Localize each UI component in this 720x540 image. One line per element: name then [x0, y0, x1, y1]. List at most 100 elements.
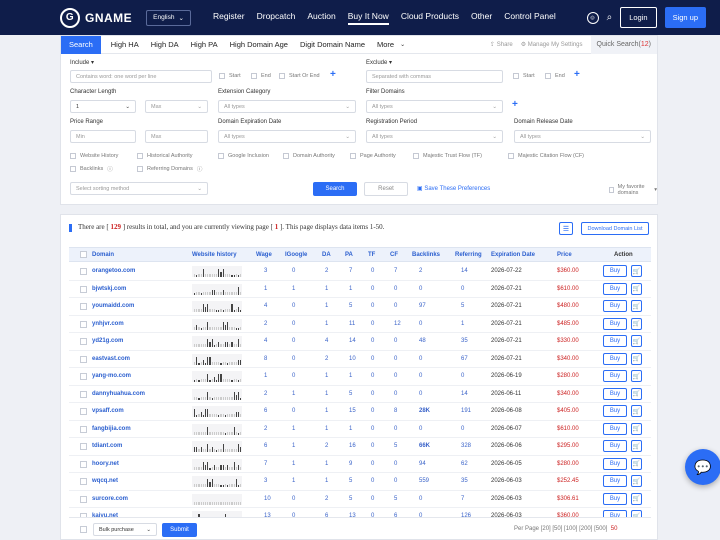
website-history-chart[interactable] [192, 388, 242, 400]
row-checkbox[interactable] [80, 320, 87, 328]
domain-link[interactable]: eastvast.com [92, 355, 131, 362]
tab-search[interactable]: Search [61, 35, 101, 54]
col-pa[interactable]: PA [345, 252, 353, 258]
cart-icon[interactable]: 🛒 [631, 440, 642, 452]
row-checkbox[interactable] [80, 303, 87, 310]
list-view-icon[interactable]: ☰ [559, 222, 573, 235]
per-page-selector[interactable]: Per Page [20] [50] [100] [200] [500] 50 [514, 526, 618, 532]
buy-button[interactable]: Buy [603, 300, 627, 312]
buy-button[interactable]: Buy [603, 492, 627, 505]
cart-icon[interactable]: 🛒 [631, 370, 642, 382]
row-checkbox[interactable] [80, 460, 87, 468]
domain-link[interactable]: tdiant.com [92, 443, 123, 449]
exclude-end-checkbox[interactable]: End [545, 73, 565, 79]
domain-link[interactable]: fangbijia.com [92, 425, 131, 432]
search-button[interactable]: Search [313, 182, 357, 196]
select-all-checkbox[interactable] [80, 526, 87, 533]
add-include-icon[interactable]: + [330, 69, 336, 80]
include-start-checkbox[interactable]: Start [219, 73, 241, 79]
col-wage[interactable]: Wage [256, 252, 272, 258]
search-icon[interactable]: ⌕ [606, 12, 613, 23]
buy-button[interactable]: Buy [603, 475, 627, 487]
row-checkbox[interactable] [80, 285, 87, 293]
language-select[interactable]: English ⌄ [146, 9, 191, 26]
cart-icon[interactable]: 🛒 [631, 265, 642, 277]
check-website-history[interactable]: Website History [70, 153, 118, 159]
nav-item-auction[interactable]: Auction [307, 10, 336, 21]
buy-button[interactable]: Buy [603, 265, 627, 277]
row-checkbox[interactable] [80, 478, 87, 485]
row-checkbox[interactable] [80, 338, 87, 345]
row-checkbox[interactable] [80, 268, 87, 275]
cart-icon[interactable]: 🛒 [631, 457, 642, 470]
tab-high-domain-age[interactable]: High Domain Age [229, 40, 288, 49]
buy-button[interactable]: Buy [603, 457, 627, 470]
domain-link[interactable]: dannyhuahua.com [92, 390, 146, 397]
buy-button[interactable]: Buy [603, 317, 627, 330]
website-history-chart[interactable] [192, 283, 242, 295]
row-checkbox[interactable] [80, 425, 87, 433]
website-history-chart[interactable] [192, 458, 242, 470]
buy-button[interactable]: Buy [603, 352, 627, 365]
domain-link[interactable]: bjwtskj.com [92, 285, 127, 292]
row-checkbox[interactable] [80, 408, 87, 415]
globe-circle-icon[interactable]: ◎ [586, 11, 599, 24]
sort-select[interactable]: Select sorting method ⌄ [70, 182, 208, 195]
check-google-inclusion[interactable]: Google Inclusion [218, 153, 269, 159]
nav-item-dropcatch[interactable]: Dropcatch [256, 10, 296, 21]
tab-high-da[interactable]: High DA [150, 40, 179, 49]
check-page-authority[interactable]: Page Authority [350, 153, 396, 159]
exclude-start-checkbox[interactable]: Start [513, 73, 535, 79]
website-history-chart[interactable] [192, 266, 242, 277]
release-date-select[interactable]: All types ⌄ [514, 130, 651, 143]
cart-icon[interactable]: 🛒 [631, 475, 642, 487]
registration-period-select[interactable]: All types ⌄ [366, 130, 503, 143]
col-cf[interactable]: CF [390, 252, 398, 258]
website-history-chart[interactable] [192, 441, 242, 452]
website-history-chart[interactable] [192, 353, 242, 365]
check-referring-domains[interactable]: Referring Domains ⓘ [137, 165, 202, 173]
buy-button[interactable]: Buy [603, 370, 627, 382]
cart-icon[interactable]: 🛒 [631, 282, 642, 295]
website-history-chart[interactable] [192, 476, 242, 487]
reset-button[interactable]: Reset [364, 182, 408, 196]
include-start-or-end-checkbox[interactable]: Start Or End [279, 73, 320, 79]
cart-icon[interactable]: 🛒 [631, 422, 642, 435]
download-list-button[interactable]: Download Domain List [581, 222, 649, 235]
buy-button[interactable]: Buy [603, 335, 627, 347]
nav-item-register[interactable]: Register [212, 10, 245, 21]
domain-link[interactable]: vpsaff.com [92, 408, 124, 414]
cart-icon[interactable]: 🛒 [631, 387, 642, 400]
add-exclude-icon[interactable]: + [574, 69, 580, 80]
col-price[interactable]: Price [557, 252, 572, 258]
row-checkbox[interactable] [80, 390, 87, 398]
price-max-input[interactable]: Max [145, 130, 208, 143]
char-min-select[interactable]: 1 ⌄ [70, 100, 136, 113]
settings-link[interactable]: ⚙ Manage My Settings [520, 42, 583, 48]
tab-high-pa[interactable]: High PA [190, 40, 218, 49]
signup-button[interactable]: Sign up [664, 7, 706, 28]
cart-icon[interactable]: 🛒 [631, 335, 642, 347]
domain-link[interactable]: yang-mo.com [92, 373, 132, 379]
col-igoogle[interactable]: IGoogle [285, 252, 308, 258]
buy-button[interactable]: Buy [603, 440, 627, 452]
favorite-domains-checkbox[interactable]: My favorite domains ▾ [609, 184, 657, 196]
buy-button[interactable]: Buy [603, 422, 627, 435]
nav-item-buy-it-now[interactable]: Buy It Now [347, 11, 389, 25]
share-link[interactable]: ⇪ Share [490, 42, 513, 48]
website-history-chart[interactable] [192, 371, 242, 382]
check-backlinks[interactable]: Backlinks ⓘ [70, 165, 113, 173]
domain-link[interactable]: ynhjvr.com [92, 320, 124, 327]
cart-icon[interactable]: 🛒 [631, 300, 642, 312]
check-historical-authority[interactable]: Historical Authority [137, 153, 193, 159]
cart-icon[interactable]: 🛒 [631, 317, 642, 330]
save-preferences-link[interactable]: ▣ Save These Preferences [417, 186, 491, 192]
tab-digit-domain-name[interactable]: Digit Domain Name [299, 40, 366, 49]
char-max-select[interactable]: Max ⌄ [145, 100, 208, 113]
login-button[interactable]: Login [620, 7, 657, 28]
website-history-chart[interactable] [192, 406, 242, 417]
col-tf[interactable]: TF [368, 252, 376, 258]
nav-item-other[interactable]: Other [470, 10, 493, 21]
add-filter-domain-icon[interactable]: + [512, 99, 518, 110]
include-end-checkbox[interactable]: End [251, 73, 271, 79]
